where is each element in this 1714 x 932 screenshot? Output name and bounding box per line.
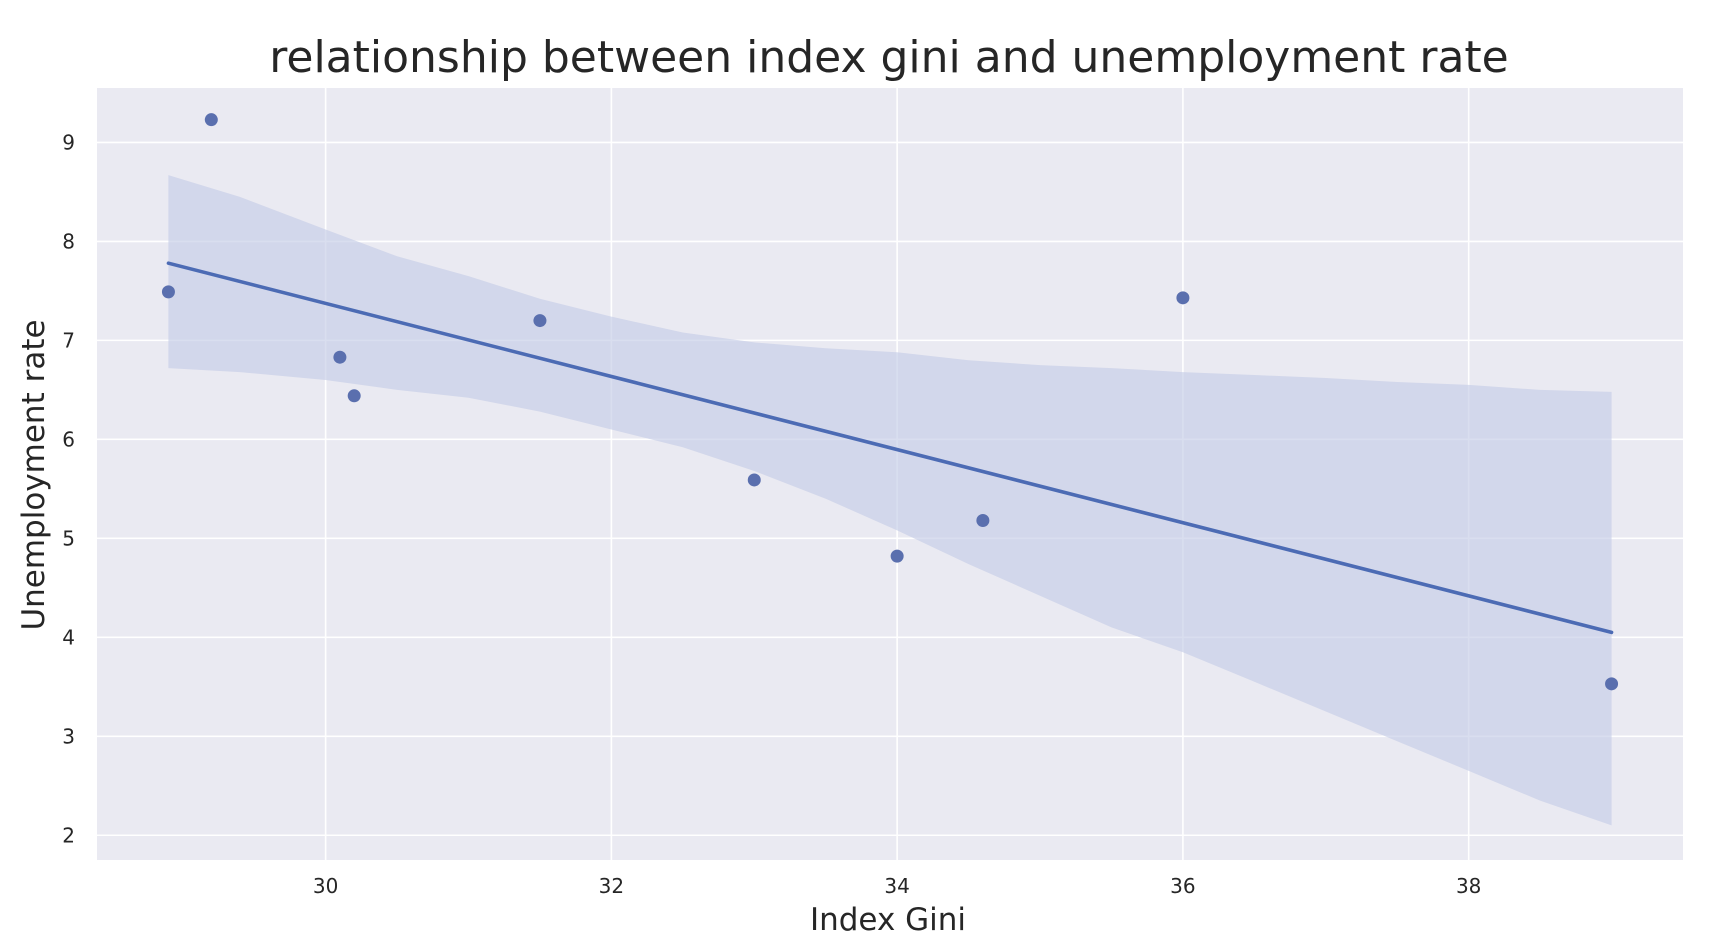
y-tick-label: 8 xyxy=(62,229,75,253)
x-tick-label: 34 xyxy=(884,874,909,898)
chart-title: relationship between index gini and unem… xyxy=(269,32,1509,83)
x-tick-label: 32 xyxy=(599,874,624,898)
scatter-points xyxy=(161,113,1619,691)
y-tick-label: 5 xyxy=(62,526,75,550)
x-tick-label: 36 xyxy=(1170,874,1195,898)
regression-line-group xyxy=(166,261,1614,635)
scatter-point xyxy=(161,285,175,299)
scatter-point xyxy=(747,473,761,487)
x-tick-labels: 30 32 34 36 38 xyxy=(313,874,1482,898)
x-axis-label: Index Gini xyxy=(810,902,966,932)
scatter-point xyxy=(1605,677,1619,691)
confidence-band-area xyxy=(168,175,1612,826)
y-tick-label: 4 xyxy=(62,625,75,649)
scatter-point xyxy=(204,113,218,127)
scatter-point xyxy=(333,350,347,364)
x-tick-label: 38 xyxy=(1456,874,1481,898)
y-axis-label: Unemployment rate xyxy=(16,319,52,630)
y-tick-label: 3 xyxy=(62,724,75,748)
y-tick-label: 9 xyxy=(62,130,75,154)
scatter-point xyxy=(1176,291,1190,305)
y-tick-label: 7 xyxy=(62,328,75,352)
y-tick-label: 2 xyxy=(62,823,75,847)
scatter-point xyxy=(347,389,361,403)
x-tick-label: 30 xyxy=(313,874,338,898)
scatter-point xyxy=(533,314,547,328)
y-tick-label: 6 xyxy=(62,427,75,451)
regression-line xyxy=(166,261,1614,635)
confidence-band xyxy=(168,175,1612,826)
scatter-point xyxy=(890,549,904,563)
scatter-point xyxy=(976,514,990,528)
y-tick-labels: 2 3 4 5 6 7 8 9 xyxy=(62,130,75,847)
